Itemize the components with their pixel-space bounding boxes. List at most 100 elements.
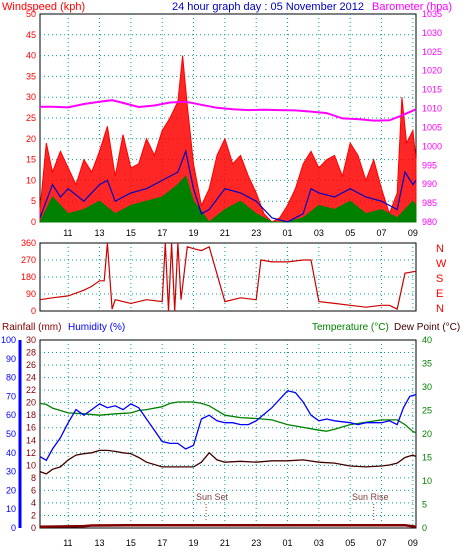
y-tick-humidity-20: 20 [6, 485, 16, 495]
series-dew-point [39, 449, 417, 475]
humidity-axis-title: Humidity (%) [68, 322, 125, 333]
temperature-panel-frame [39, 339, 417, 529]
y-tick-direction-360: 360 [21, 238, 36, 248]
x-tick-temp-13: 13 [95, 538, 105, 548]
series-wind-gust [39, 55, 417, 223]
y-tick-rainfall-20: 20 [26, 398, 36, 408]
dewpoint-axis-title: Dew Point (°C) [394, 322, 460, 333]
x-tick-temp-05: 05 [345, 538, 355, 548]
y-tick-temperature-30: 30 [422, 382, 432, 392]
y-tick-humidity-60: 60 [6, 410, 16, 420]
y-tick-wind-20: 20 [26, 134, 36, 144]
y-tick-temperature-0: 0 [422, 523, 427, 533]
y-tick-humidity-0: 0 [11, 523, 16, 533]
windspeed-title: Windspeed (kph) [2, 1, 85, 13]
y-tick-wind-0: 0 [31, 217, 36, 227]
x-tick-temp-19: 19 [189, 538, 199, 548]
y-tick-humidity-10: 10 [6, 504, 16, 514]
y-tick-rainfall-12: 12 [26, 448, 36, 458]
y-tick-temperature-10: 10 [422, 476, 432, 486]
y-tick-rainfall-0: 0 [31, 523, 36, 533]
compass-label-N-0: N [436, 243, 444, 255]
y-tick-direction-180: 180 [21, 272, 36, 282]
x-tick-wind-11: 11 [63, 228, 72, 238]
y-tick-humidity-100: 100 [1, 335, 16, 345]
x-tick-wind-23: 23 [251, 228, 261, 238]
y-tick-wind-25: 25 [26, 113, 36, 123]
y-tick-humidity-70: 70 [6, 391, 16, 401]
y-tick-rainfall-2: 2 [31, 510, 36, 520]
rainfall-axis-title: Rainfall (mm) [2, 322, 61, 333]
barometer-title: Barometer (hpa) [372, 1, 452, 13]
y-tick-rainfall-6: 6 [31, 485, 36, 495]
y-tick-direction-0: 0 [31, 306, 36, 316]
y-tick-rainfall-22: 22 [26, 385, 36, 395]
y-tick-barometer-995: 995 [422, 160, 437, 170]
y-tick-rainfall-10: 10 [26, 460, 36, 470]
y-tick-temperature-40: 40 [422, 335, 432, 345]
y-tick-wind-15: 15 [26, 155, 36, 165]
x-tick-wind-03: 03 [314, 228, 324, 238]
y-tick-barometer-1015: 1015 [422, 85, 442, 95]
sunrise-annotation: Sun Rise [352, 492, 389, 502]
y-tick-wind-5: 5 [31, 196, 36, 206]
series-wind-direction [39, 242, 417, 312]
y-tick-temperature-5: 5 [422, 500, 427, 510]
x-tick-wind-07: 07 [377, 228, 387, 238]
y-tick-wind-50: 50 [26, 9, 36, 19]
x-tick-temp-11: 11 [63, 538, 72, 548]
x-tick-wind-21: 21 [220, 228, 230, 238]
y-tick-direction-270: 270 [21, 255, 36, 265]
x-tick-temp-03: 03 [314, 538, 324, 548]
y-tick-rainfall-26: 26 [26, 360, 36, 370]
date-title: 24 hour graph day : 05 November 2012 [172, 1, 364, 13]
y-tick-rainfall-24: 24 [26, 373, 36, 383]
x-tick-wind-09: 09 [408, 228, 418, 238]
y-tick-wind-45: 45 [26, 30, 36, 40]
compass-label-S-2: S [436, 273, 443, 285]
y-tick-humidity-50: 50 [6, 429, 16, 439]
y-tick-temperature-25: 25 [422, 406, 432, 416]
y-tick-barometer-1020: 1020 [422, 66, 442, 76]
y-tick-humidity-30: 30 [6, 467, 16, 477]
series-humidity [39, 390, 417, 462]
y-tick-wind-40: 40 [26, 51, 36, 61]
y-tick-wind-30: 30 [26, 92, 36, 102]
compass-label-N-4: N [436, 303, 444, 315]
x-tick-temp-21: 21 [220, 538, 230, 548]
x-tick-temp-07: 07 [377, 538, 387, 548]
x-tick-wind-13: 13 [95, 228, 105, 238]
compass-label-E-3: E [436, 288, 443, 300]
y-tick-barometer-990: 990 [422, 179, 437, 189]
series-rainfall [39, 523, 417, 528]
sunset-annotation: Sun Set [196, 492, 229, 502]
y-tick-barometer-1000: 1000 [422, 141, 442, 151]
y-tick-rainfall-16: 16 [26, 423, 36, 433]
x-tick-temp-15: 15 [126, 538, 136, 548]
y-tick-barometer-1005: 1005 [422, 122, 442, 132]
y-tick-rainfall-8: 8 [31, 473, 36, 483]
y-tick-temperature-20: 20 [422, 429, 432, 439]
y-tick-barometer-980: 980 [422, 217, 437, 227]
y-tick-wind-35: 35 [26, 71, 36, 81]
y-tick-barometer-1025: 1025 [422, 47, 442, 57]
y-tick-wind-10: 10 [26, 175, 36, 185]
x-tick-wind-19: 19 [189, 228, 199, 238]
temperature-axis-title: Temperature (°C) [312, 322, 389, 333]
y-tick-humidity-80: 80 [6, 373, 16, 383]
y-tick-rainfall-18: 18 [26, 410, 36, 420]
y-tick-humidity-40: 40 [6, 448, 16, 458]
y-tick-temperature-35: 35 [422, 359, 432, 369]
y-tick-direction-90: 90 [26, 289, 36, 299]
x-tick-temp-17: 17 [157, 538, 167, 548]
x-tick-temp-01: 01 [283, 538, 293, 548]
series-barometer [40, 99, 417, 122]
y-tick-humidity-90: 90 [6, 354, 16, 364]
x-tick-wind-01: 01 [283, 228, 293, 238]
y-tick-temperature-15: 15 [422, 453, 432, 463]
y-tick-rainfall-30: 30 [26, 335, 36, 345]
y-tick-barometer-985: 985 [422, 198, 437, 208]
x-tick-temp-09: 09 [408, 538, 418, 548]
